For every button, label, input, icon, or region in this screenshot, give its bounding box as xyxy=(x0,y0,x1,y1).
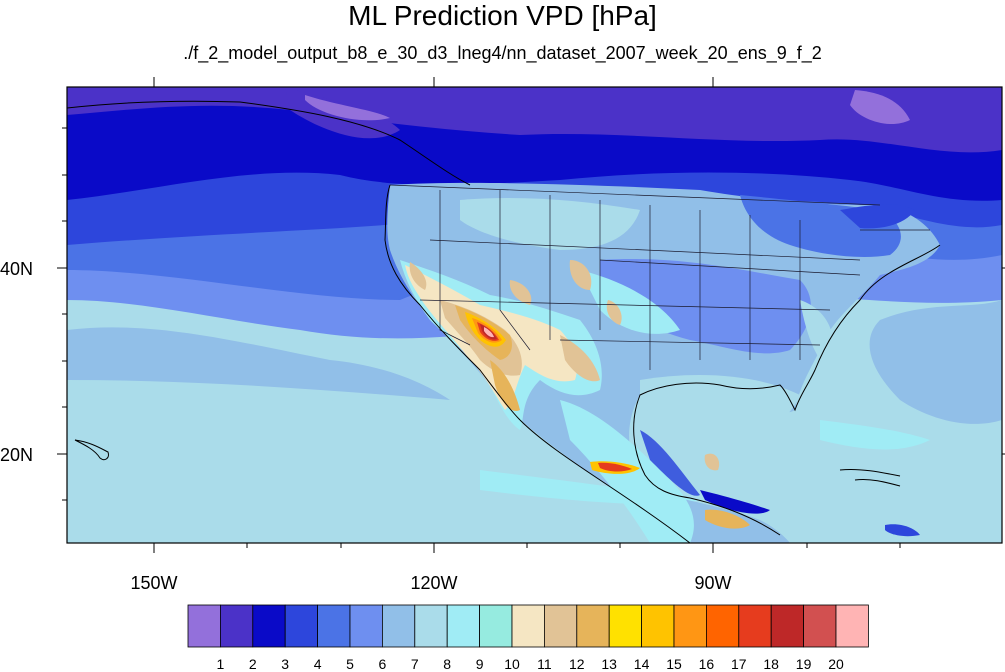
colorbar-swatch xyxy=(479,604,513,648)
colorbar-tick-label: 15 xyxy=(666,656,682,672)
colorbar-swatch xyxy=(803,604,837,648)
colorbar-tick-label: 12 xyxy=(569,656,585,672)
colorbar xyxy=(187,604,869,648)
colorbar-tick-label: 14 xyxy=(633,656,650,672)
colorbar-swatch xyxy=(284,604,318,648)
map-frame xyxy=(66,86,1003,544)
colorbar-swatch xyxy=(835,604,869,648)
colorbar-tick-label: 5 xyxy=(346,656,354,672)
colorbar-swatch xyxy=(641,604,675,648)
lon-label-90w: 90W xyxy=(694,573,732,593)
colorbar-tick-label: 7 xyxy=(410,656,419,672)
colorbar-swatch xyxy=(414,604,448,648)
colorbar-tick-label: 13 xyxy=(601,656,617,672)
colorbar-tick-label: 9 xyxy=(475,656,484,672)
colorbar-tick-label: 16 xyxy=(698,656,715,672)
colorbar-swatch xyxy=(706,604,740,648)
colorbar-tick-label: 20 xyxy=(828,656,844,672)
colorbar-swatch xyxy=(252,604,286,648)
axis-ticks xyxy=(57,77,1005,553)
colorbar-tick-label: 4 xyxy=(313,656,322,672)
colorbar-swatch xyxy=(770,604,805,648)
colorbar-tick-label: 11 xyxy=(537,656,552,672)
colorbar-swatch xyxy=(187,604,221,648)
colorbar-swatch xyxy=(576,604,610,648)
colorbar-tick-label: 10 xyxy=(504,656,520,672)
colorbar-tick-label: 3 xyxy=(281,656,290,672)
colorbar-swatch xyxy=(543,604,578,648)
colorbar-swatch xyxy=(608,604,643,648)
colorbar-swatch xyxy=(673,604,707,648)
colorbar-swatch xyxy=(349,604,383,648)
lat-label-40n: 40N xyxy=(0,259,34,279)
figure-subtitle: ./f_2_model_output_b8_e_30_d3_lneg4/nn_d… xyxy=(183,43,822,63)
colorbar-tick-label: 17 xyxy=(731,656,747,672)
colorbar-swatch xyxy=(317,604,351,648)
lon-label-150w: 150W xyxy=(130,573,178,593)
colorbar-tick-label: 6 xyxy=(378,656,387,672)
vpd-field xyxy=(67,87,1002,543)
colorbar-swatch xyxy=(738,604,772,648)
colorbar-swatch xyxy=(511,604,545,648)
colorbar-tick-label: 19 xyxy=(795,656,812,672)
colorbar-tick-label: 18 xyxy=(763,656,779,672)
colorbar-swatch xyxy=(220,604,254,648)
colorbar-swatch xyxy=(446,604,481,648)
colorbar-tick-label: 8 xyxy=(443,656,452,672)
figure-title: ML Prediction VPD [hPa] xyxy=(348,0,657,31)
colorbar-tick-label: 1 xyxy=(216,656,225,672)
lon-label-120w: 120W xyxy=(410,573,458,593)
colorbar-swatch xyxy=(381,604,416,648)
lat-label-20n: 20N xyxy=(0,445,34,465)
colorbar-tick-label: 2 xyxy=(248,656,257,672)
